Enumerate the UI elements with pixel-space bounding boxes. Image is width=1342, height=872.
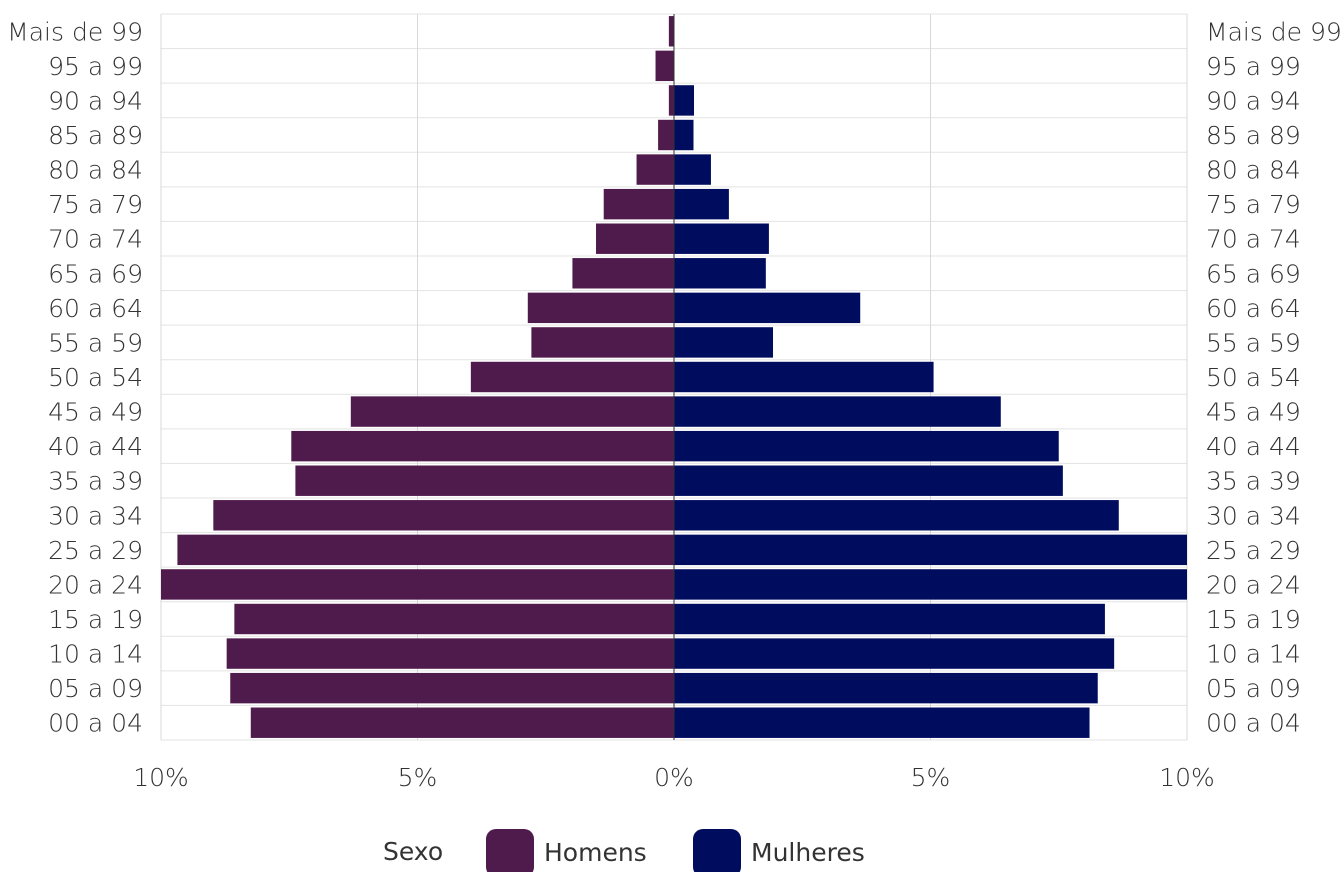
y-tick-label-right: 85 a 89 bbox=[1206, 121, 1301, 150]
y-tick-label-right: Mais de 99 bbox=[1206, 17, 1342, 46]
y-tick-label-right: 05 a 09 bbox=[1206, 674, 1301, 703]
y-tick-label-right: 45 a 49 bbox=[1206, 398, 1301, 427]
y-tick-label-left: 75 a 79 bbox=[48, 190, 143, 219]
bar-mulheres-25-a-29 bbox=[674, 534, 1187, 566]
y-tick-label-left: 90 a 94 bbox=[48, 86, 143, 115]
bar-mulheres-90-a-94 bbox=[674, 85, 695, 116]
y-tick-label-left: 95 a 99 bbox=[48, 52, 143, 81]
y-tick-label-left: 35 a 39 bbox=[48, 467, 143, 496]
bar-mulheres-30-a-34 bbox=[674, 500, 1119, 531]
x-tick-label: 5% bbox=[398, 763, 438, 792]
y-tick-label-right: 90 a 94 bbox=[1206, 86, 1301, 115]
y-tick-label-left: 00 a 04 bbox=[48, 709, 143, 738]
legend-label-mulheres: Mulheres bbox=[751, 838, 865, 867]
bar-homens-80-a-84 bbox=[636, 154, 674, 185]
y-tick-label-left: 30 a 34 bbox=[48, 501, 143, 530]
y-tick-label-right: 20 a 24 bbox=[1206, 570, 1301, 599]
bar-mulheres-85-a-89 bbox=[674, 119, 694, 151]
y-tick-label-right: 40 a 44 bbox=[1206, 432, 1301, 461]
y-tick-label-right: 75 a 79 bbox=[1206, 190, 1301, 219]
y-tick-label-right: 80 a 84 bbox=[1206, 156, 1301, 185]
bar-homens-45-a-49 bbox=[350, 396, 674, 427]
x-tick-label: 0% bbox=[654, 763, 694, 792]
y-tick-label-right: 25 a 29 bbox=[1206, 536, 1301, 565]
bar-homens-50-a-54 bbox=[470, 361, 674, 393]
bar-homens-40-a-44 bbox=[291, 430, 674, 462]
x-axis-labels: 10% 5% 0% 5% 10% bbox=[133, 763, 1215, 792]
y-tick-label-left: Mais de 99 bbox=[7, 17, 143, 46]
bar-homens-05-a-09 bbox=[230, 672, 674, 704]
bar-homens-25-a-29 bbox=[177, 534, 674, 566]
bar-mulheres-70-a-74 bbox=[674, 223, 769, 254]
y-tick-label-left: 25 a 29 bbox=[48, 536, 143, 565]
y-axis-labels-right: 00 a 04 05 a 09 10 a 14 15 a 19 20 a 24 25 a … bbox=[1206, 17, 1342, 737]
y-tick-label-right: 30 a 34 bbox=[1206, 501, 1301, 530]
bar-homens-35-a-39 bbox=[295, 465, 674, 496]
y-tick-label-right: 65 a 69 bbox=[1206, 259, 1301, 288]
bar-mulheres-05-a-09 bbox=[674, 672, 1098, 704]
y-tick-label-left: 80 a 84 bbox=[48, 156, 143, 185]
y-tick-label-right: 50 a 54 bbox=[1206, 363, 1301, 392]
bar-homens-70-a-74 bbox=[596, 223, 674, 254]
bar-mulheres-80-a-84 bbox=[674, 154, 711, 185]
bar-homens-90-a-94 bbox=[668, 85, 674, 116]
bar-homens-15-a-19 bbox=[234, 603, 674, 635]
y-tick-label-left: 50 a 54 bbox=[48, 363, 143, 392]
y-tick-label-right: 70 a 74 bbox=[1206, 225, 1301, 254]
bar-homens-mais-de-99 bbox=[668, 16, 674, 47]
bar-mulheres-45-a-49 bbox=[674, 396, 1001, 427]
y-tick-label-left: 60 a 64 bbox=[48, 294, 143, 323]
y-tick-label-left: 05 a 09 bbox=[48, 674, 143, 703]
bar-mulheres-35-a-39 bbox=[674, 465, 1063, 496]
bar-homens-00-a-04 bbox=[250, 707, 674, 738]
bar-mulheres-00-a-04 bbox=[674, 707, 1090, 738]
legend: Sexo Homens Mulheres bbox=[383, 829, 865, 872]
bar-mulheres-75-a-79 bbox=[674, 188, 729, 220]
y-tick-label-right: 10 a 14 bbox=[1206, 640, 1301, 669]
legend-swatch-homens bbox=[486, 829, 534, 872]
y-tick-label-left: 20 a 24 bbox=[48, 570, 143, 599]
bar-homens-60-a-64 bbox=[527, 292, 674, 324]
y-tick-label-left: 10 a 14 bbox=[48, 640, 143, 669]
bar-mulheres-55-a-59 bbox=[674, 327, 774, 358]
bars bbox=[161, 16, 1187, 738]
legend-title: Sexo bbox=[383, 837, 443, 866]
x-tick-label: 10% bbox=[1159, 763, 1215, 792]
bar-homens-20-a-24 bbox=[161, 569, 674, 600]
y-tick-label-left: 15 a 19 bbox=[48, 605, 143, 634]
bar-homens-75-a-79 bbox=[603, 188, 674, 220]
bar-mulheres-15-a-19 bbox=[674, 603, 1105, 635]
bar-mulheres-60-a-64 bbox=[674, 292, 861, 324]
y-tick-label-left: 70 a 74 bbox=[48, 225, 143, 254]
y-tick-label-left: 85 a 89 bbox=[48, 121, 143, 150]
bar-mulheres-65-a-69 bbox=[674, 258, 766, 289]
bar-mulheres-10-a-14 bbox=[674, 638, 1115, 669]
bar-homens-95-a-99 bbox=[655, 50, 674, 82]
y-axis-labels-left: 00 a 04 05 a 09 10 a 14 15 a 19 20 a 24 25 a … bbox=[7, 17, 143, 737]
bar-homens-65-a-69 bbox=[572, 258, 674, 289]
legend-swatch-mulheres bbox=[693, 829, 741, 872]
x-tick-label: 10% bbox=[133, 763, 189, 792]
y-tick-label-left: 40 a 44 bbox=[48, 432, 143, 461]
bar-homens-30-a-34 bbox=[213, 500, 675, 531]
x-tick-label: 5% bbox=[911, 763, 951, 792]
y-tick-label-right: 55 a 59 bbox=[1206, 328, 1301, 357]
bar-homens-10-a-14 bbox=[226, 638, 674, 669]
bar-homens-55-a-59 bbox=[531, 327, 674, 358]
legend-label-homens: Homens bbox=[544, 838, 647, 867]
bar-mulheres-40-a-44 bbox=[674, 430, 1059, 462]
y-tick-label-right: 00 a 04 bbox=[1206, 709, 1301, 738]
y-tick-label-left: 45 a 49 bbox=[48, 398, 143, 427]
y-tick-label-right: 95 a 99 bbox=[1206, 52, 1301, 81]
y-tick-label-left: 65 a 69 bbox=[48, 259, 143, 288]
y-tick-label-left: 55 a 59 bbox=[48, 328, 143, 357]
y-tick-label-right: 15 a 19 bbox=[1206, 605, 1301, 634]
bar-mulheres-50-a-54 bbox=[674, 361, 934, 393]
y-tick-label-right: 60 a 64 bbox=[1206, 294, 1301, 323]
y-tick-label-right: 35 a 39 bbox=[1206, 467, 1301, 496]
bar-homens-85-a-89 bbox=[658, 119, 674, 151]
bar-mulheres-20-a-24 bbox=[674, 569, 1187, 600]
